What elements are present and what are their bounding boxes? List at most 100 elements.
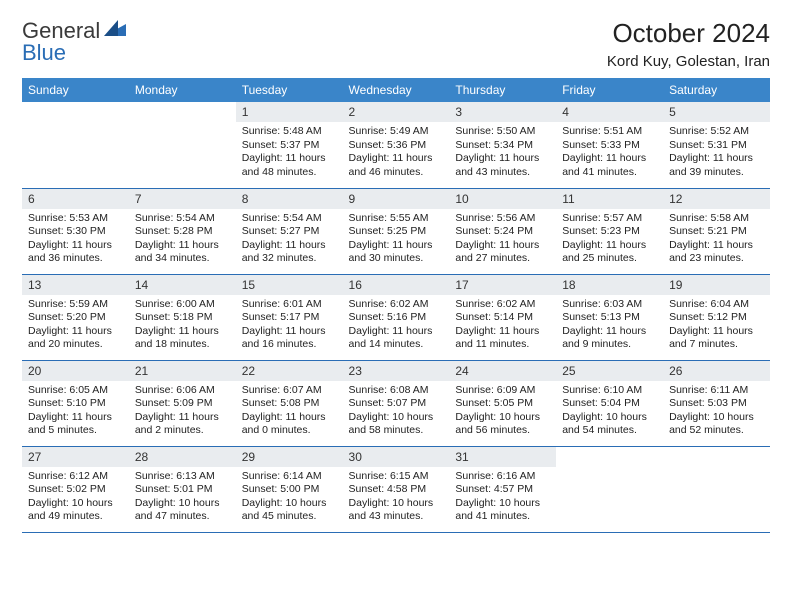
calendar-table: SundayMondayTuesdayWednesdayThursdayFrid… xyxy=(22,78,770,533)
day-number: 3 xyxy=(449,102,556,122)
sunrise-text: Sunrise: 5:51 AM xyxy=(562,125,657,139)
calendar-cell: 1Sunrise: 5:48 AMSunset: 5:37 PMDaylight… xyxy=(236,102,343,188)
daylight-text: Daylight: 10 hours and 49 minutes. xyxy=(28,497,123,524)
calendar-cell: 21Sunrise: 6:06 AMSunset: 5:09 PMDayligh… xyxy=(129,360,236,446)
sunrise-text: Sunrise: 5:54 AM xyxy=(242,212,337,226)
day-body: Sunrise: 5:58 AMSunset: 5:21 PMDaylight:… xyxy=(663,209,770,271)
daylight-text: Daylight: 11 hours and 43 minutes. xyxy=(455,152,550,179)
day-body: Sunrise: 6:02 AMSunset: 5:14 PMDaylight:… xyxy=(449,295,556,357)
calendar-cell: 26Sunrise: 6:11 AMSunset: 5:03 PMDayligh… xyxy=(663,360,770,446)
day-body: Sunrise: 5:59 AMSunset: 5:20 PMDaylight:… xyxy=(22,295,129,357)
sunset-text: Sunset: 5:20 PM xyxy=(28,311,123,325)
sunrise-text: Sunrise: 5:54 AM xyxy=(135,212,230,226)
calendar-cell: 29Sunrise: 6:14 AMSunset: 5:00 PMDayligh… xyxy=(236,446,343,532)
sunrise-text: Sunrise: 5:56 AM xyxy=(455,212,550,226)
brand-shape-icon xyxy=(104,20,126,41)
sunrise-text: Sunrise: 6:02 AM xyxy=(349,298,444,312)
calendar-cell: 23Sunrise: 6:08 AMSunset: 5:07 PMDayligh… xyxy=(343,360,450,446)
weekday-header: Sunday xyxy=(22,78,129,102)
day-body: Sunrise: 6:15 AMSunset: 4:58 PMDaylight:… xyxy=(343,467,450,529)
day-body: Sunrise: 5:57 AMSunset: 5:23 PMDaylight:… xyxy=(556,209,663,271)
day-body: Sunrise: 5:54 AMSunset: 5:28 PMDaylight:… xyxy=(129,209,236,271)
calendar-cell: 24 Sunrise: 6:09 AMSunset: 5:05 PMDayligh… xyxy=(449,360,556,446)
sunset-text: Sunset: 5:08 PM xyxy=(242,397,337,411)
calendar-cell: 3Sunrise: 5:50 AMSunset: 5:34 PMDaylight… xyxy=(449,102,556,188)
calendar-cell: .. xyxy=(129,102,236,188)
day-number: 5 xyxy=(663,102,770,122)
day-number: 11 xyxy=(556,189,663,209)
day-body: Sunrise: 5:50 AMSunset: 5:34 PMDaylight:… xyxy=(449,122,556,184)
day-body: Sunrise: 5:51 AMSunset: 5:33 PMDaylight:… xyxy=(556,122,663,184)
sunrise-text: Sunrise: 6:11 AM xyxy=(669,384,764,398)
daylight-text: Daylight: 11 hours and 2 minutes. xyxy=(135,411,230,438)
daylight-text: Daylight: 11 hours and 23 minutes. xyxy=(669,239,764,266)
day-number: 29 xyxy=(236,447,343,467)
daylight-text: Daylight: 10 hours and 54 minutes. xyxy=(562,411,657,438)
sunset-text: Sunset: 5:37 PM xyxy=(242,139,337,153)
daylight-text: Daylight: 11 hours and 20 minutes. xyxy=(28,325,123,352)
day-body: Sunrise: 6:03 AMSunset: 5:13 PMDaylight:… xyxy=(556,295,663,357)
day-body: Sunrise: 6:14 AMSunset: 5:00 PMDaylight:… xyxy=(236,467,343,529)
sunset-text: Sunset: 5:36 PM xyxy=(349,139,444,153)
calendar-cell: .. xyxy=(663,446,770,532)
sunset-text: Sunset: 5:05 PM xyxy=(455,397,550,411)
day-number: 28 xyxy=(129,447,236,467)
sunset-text: Sunset: 5:34 PM xyxy=(455,139,550,153)
daylight-text: Daylight: 11 hours and 16 minutes. xyxy=(242,325,337,352)
sunset-text: Sunset: 4:58 PM xyxy=(349,483,444,497)
day-number: 8 xyxy=(236,189,343,209)
sunrise-text: Sunrise: 5:57 AM xyxy=(562,212,657,226)
calendar-cell: 15Sunrise: 6:01 AMSunset: 5:17 PMDayligh… xyxy=(236,274,343,360)
brand-text-blue: Blue xyxy=(22,40,66,65)
day-number: 30 xyxy=(343,447,450,467)
day-number: 16 xyxy=(343,275,450,295)
weekday-header: Wednesday xyxy=(343,78,450,102)
calendar-cell: 7Sunrise: 5:54 AMSunset: 5:28 PMDaylight… xyxy=(129,188,236,274)
sunset-text: Sunset: 5:04 PM xyxy=(562,397,657,411)
daylight-text: Daylight: 10 hours and 41 minutes. xyxy=(455,497,550,524)
sunset-text: Sunset: 5:24 PM xyxy=(455,225,550,239)
sunset-text: Sunset: 5:03 PM xyxy=(669,397,764,411)
sunset-text: Sunset: 5:33 PM xyxy=(562,139,657,153)
day-number: 4 xyxy=(556,102,663,122)
day-body: Sunrise: 5:48 AMSunset: 5:37 PMDaylight:… xyxy=(236,122,343,184)
calendar-cell: 17Sunrise: 6:02 AMSunset: 5:14 PMDayligh… xyxy=(449,274,556,360)
sunrise-text: Sunrise: 5:59 AM xyxy=(28,298,123,312)
calendar-row: 13Sunrise: 5:59 AMSunset: 5:20 PMDayligh… xyxy=(22,274,770,360)
day-number: 24 xyxy=(449,361,556,381)
day-number: 15 xyxy=(236,275,343,295)
weekday-header: Saturday xyxy=(663,78,770,102)
sunset-text: Sunset: 5:00 PM xyxy=(242,483,337,497)
sunset-text: Sunset: 5:02 PM xyxy=(28,483,123,497)
sunset-text: Sunset: 5:10 PM xyxy=(28,397,123,411)
sunrise-text: Sunrise: 6:16 AM xyxy=(455,470,550,484)
calendar-cell: .. xyxy=(22,102,129,188)
day-body: Sunrise: 6:00 AMSunset: 5:18 PMDaylight:… xyxy=(129,295,236,357)
sunrise-text: Sunrise: 5:55 AM xyxy=(349,212,444,226)
day-number: 10 xyxy=(449,189,556,209)
daylight-text: Daylight: 10 hours and 56 minutes. xyxy=(455,411,550,438)
day-body: Sunrise: 6:13 AMSunset: 5:01 PMDaylight:… xyxy=(129,467,236,529)
calendar-cell: 16Sunrise: 6:02 AMSunset: 5:16 PMDayligh… xyxy=(343,274,450,360)
page-title: October 2024 xyxy=(607,18,770,49)
sunrise-text: Sunrise: 6:14 AM xyxy=(242,470,337,484)
sunset-text: Sunset: 5:30 PM xyxy=(28,225,123,239)
sunrise-text: Sunrise: 6:09 AM xyxy=(455,384,550,398)
calendar-cell: 14Sunrise: 6:00 AMSunset: 5:18 PMDayligh… xyxy=(129,274,236,360)
day-number: 21 xyxy=(129,361,236,381)
calendar-cell: 27Sunrise: 6:12 AMSunset: 5:02 PMDayligh… xyxy=(22,446,129,532)
weekday-header: Tuesday xyxy=(236,78,343,102)
day-number: 22 xyxy=(236,361,343,381)
sunrise-text: Sunrise: 5:58 AM xyxy=(669,212,764,226)
sunset-text: Sunset: 5:17 PM xyxy=(242,311,337,325)
day-number: 31 xyxy=(449,447,556,467)
day-body: Sunrise: 6:10 AMSunset: 5:04 PMDaylight:… xyxy=(556,381,663,443)
daylight-text: Daylight: 11 hours and 41 minutes. xyxy=(562,152,657,179)
daylight-text: Daylight: 10 hours and 52 minutes. xyxy=(669,411,764,438)
day-body: Sunrise: 6:05 AMSunset: 5:10 PMDaylight:… xyxy=(22,381,129,443)
sunrise-text: Sunrise: 6:12 AM xyxy=(28,470,123,484)
day-number: 9 xyxy=(343,189,450,209)
day-body: Sunrise: 6:12 AMSunset: 5:02 PMDaylight:… xyxy=(22,467,129,529)
day-number: 2 xyxy=(343,102,450,122)
sunset-text: Sunset: 5:23 PM xyxy=(562,225,657,239)
